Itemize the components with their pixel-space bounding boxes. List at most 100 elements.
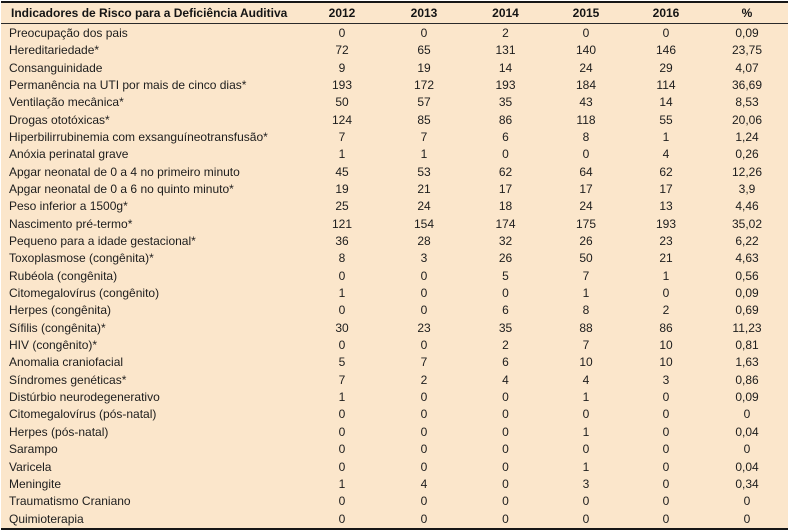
indicator-label: Apgar neonatal de 0 a 4 no primeiro minu…: [9, 164, 240, 179]
table-body: Preocupação dos pais 0 0 2 0 0 0,09 Hereditarie…: [1, 24, 788, 530]
value-2015: 24: [579, 199, 593, 214]
indicator-label: Drogas ototóxicas*: [9, 112, 110, 127]
table-row: Nascimento pré-termo* 121 154 174 175 193 35,0…: [1, 215, 788, 232]
value-2012: 193: [331, 77, 353, 92]
value-percent: 0: [743, 407, 751, 422]
value-percent: 0,04: [735, 459, 759, 474]
value-2015: 0: [582, 442, 590, 457]
value-2012: 0: [338, 459, 346, 474]
value-percent: 1,24: [735, 129, 759, 144]
value-2012: 0: [338, 494, 346, 509]
value-2016: 4: [662, 147, 670, 162]
value-2012: 7: [338, 129, 346, 144]
value-percent: 0: [743, 442, 751, 457]
column-header-percent: %: [706, 2, 788, 24]
value-2014: 6: [502, 355, 509, 370]
value-2016: 114: [656, 77, 676, 92]
value-2014: 0: [502, 424, 509, 439]
value-2013: 0: [420, 442, 428, 457]
value-2016: 1: [662, 268, 670, 283]
value-2012: 0: [338, 442, 346, 457]
value-2014: 35: [498, 95, 513, 110]
table-row: Hiperbilirrubinemia com exsanguíneotrans…: [1, 128, 788, 145]
value-2014: 18: [498, 199, 513, 214]
value-percent: 0,09: [735, 286, 759, 301]
value-2015: 1: [582, 286, 590, 301]
table-row: Traumatismo Craniano 0 0 0 0 0 0: [1, 493, 788, 510]
table-row: Anomalia craniofacial 5 7 6 10 10 1,63: [1, 354, 788, 371]
table-row: Pequeno para a idade gestacional* 36 28 32 2…: [1, 232, 788, 249]
value-percent: 23,75: [731, 43, 763, 58]
value-2016: 14: [659, 95, 673, 110]
value-2015: 88: [579, 320, 593, 335]
table-row: Anóxia perinatal grave 1 1 0 0 4 0,26: [1, 146, 788, 163]
indicator-label: Anóxia perinatal grave: [9, 147, 129, 162]
value-2013: 2: [420, 372, 428, 387]
value-2016: 10: [659, 338, 673, 353]
value-percent: 11,23: [732, 320, 762, 335]
value-2015: 0: [582, 494, 590, 509]
value-2016: 0: [662, 511, 670, 526]
value-2012: 9: [338, 60, 346, 75]
value-percent: 0,81: [735, 338, 759, 353]
value-percent: 0,04: [735, 424, 759, 439]
value-2012: 0: [338, 511, 346, 526]
value-2013: 0: [420, 303, 428, 318]
value-2012: 0: [338, 338, 346, 353]
value-2015: 24: [579, 60, 593, 75]
value-2016: 0: [662, 25, 670, 40]
value-2015: 4: [582, 372, 590, 387]
indicator-label: Quimioterapia: [9, 511, 84, 526]
value-2014: 32: [498, 234, 513, 249]
value-2015: 0: [582, 407, 590, 422]
value-2012: 25: [335, 199, 349, 214]
value-2012: 72: [335, 43, 349, 58]
value-2013: 7: [420, 355, 428, 370]
value-2012: 45: [335, 164, 349, 179]
value-2014: 2: [502, 338, 509, 353]
value-percent: 3,9: [738, 182, 756, 196]
table-row: Apgar neonatal de 0 a 4 no primeiro minu…: [1, 163, 788, 180]
value-2012: 1: [338, 147, 346, 162]
value-2016: 0: [662, 459, 670, 474]
value-2014: 26: [498, 251, 513, 266]
indicator-label: Citomegalovírus (congênito): [9, 286, 160, 301]
table-row: Hereditariedade* 72 65 131 140 146 23,75: [1, 42, 788, 59]
value-2013: 21: [417, 182, 431, 196]
value-2014: 0: [502, 511, 509, 526]
value-2015: 64: [579, 164, 593, 179]
value-2014: 2: [502, 25, 509, 40]
value-2013: 23: [417, 320, 431, 335]
table-row: Consanguinidade 9 19 14 24 29 4,07: [1, 59, 788, 76]
value-2013: 0: [420, 338, 428, 353]
value-2014: 86: [498, 112, 513, 127]
value-percent: 6,22: [735, 234, 759, 249]
value-2016: 2: [662, 303, 670, 318]
value-2013: 3: [420, 251, 428, 266]
value-2015: 17: [579, 182, 593, 196]
table-row: Permanência na UTI por mais de cinco dia…: [1, 76, 788, 93]
value-2014: 6: [502, 129, 509, 144]
value-2015: 7: [582, 268, 590, 283]
value-2016: 3: [662, 372, 670, 387]
value-2015: 7: [582, 338, 590, 353]
value-2012: 0: [338, 407, 346, 422]
indicator-label: Pequeno para a idade gestacional*: [9, 234, 196, 249]
column-header-2015: 2015: [546, 2, 626, 24]
table-row: Preocupação dos pais 0 0 2 0 0 0,09: [1, 24, 788, 42]
value-2014: 0: [502, 476, 509, 491]
value-2016: 10: [659, 355, 673, 370]
indicator-label: Permanência na UTI por mais de cinco dia…: [9, 77, 247, 92]
value-2014: 0: [502, 407, 509, 422]
value-2013: 53: [417, 164, 431, 179]
table-row: Herpes (congênita) 0 0 6 8 2 0,69: [1, 302, 788, 319]
value-2015: 43: [579, 95, 593, 110]
value-percent: 8,53: [735, 95, 759, 110]
value-2016: 55: [659, 112, 673, 127]
value-2014: 193: [495, 77, 516, 92]
indicator-label: HIV (congênito)*: [9, 338, 98, 353]
value-2015: 8: [582, 129, 590, 144]
value-2015: 10: [579, 355, 593, 370]
value-2016: 193: [655, 216, 677, 231]
value-percent: 4,07: [735, 60, 759, 75]
